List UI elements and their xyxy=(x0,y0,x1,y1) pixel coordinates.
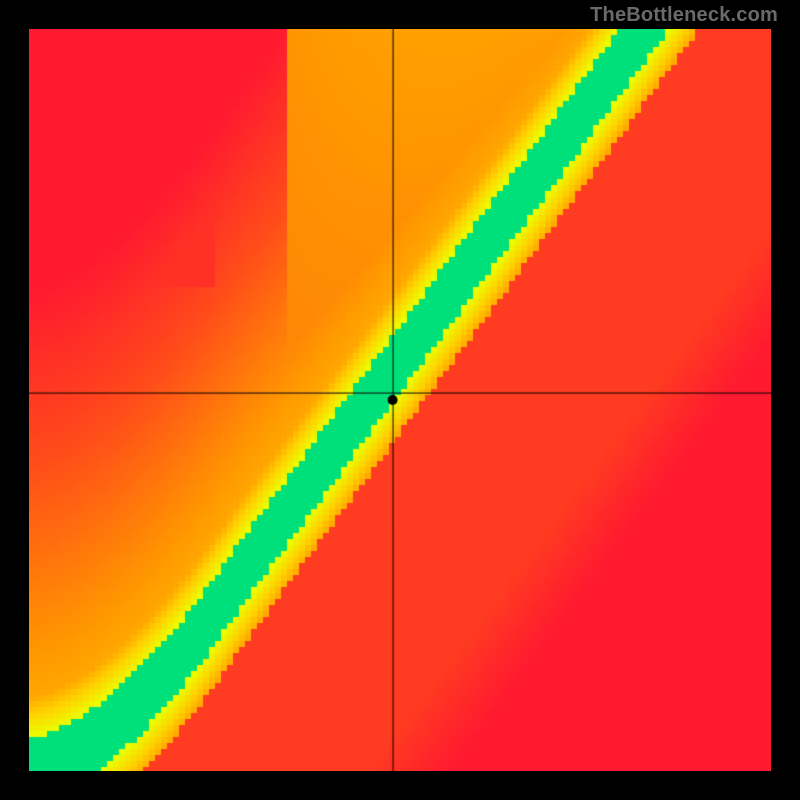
plot-area xyxy=(29,29,771,771)
watermark-text: TheBottleneck.com xyxy=(590,4,778,27)
frame: TheBottleneck.com xyxy=(0,0,800,800)
heatmap-canvas xyxy=(29,29,771,771)
